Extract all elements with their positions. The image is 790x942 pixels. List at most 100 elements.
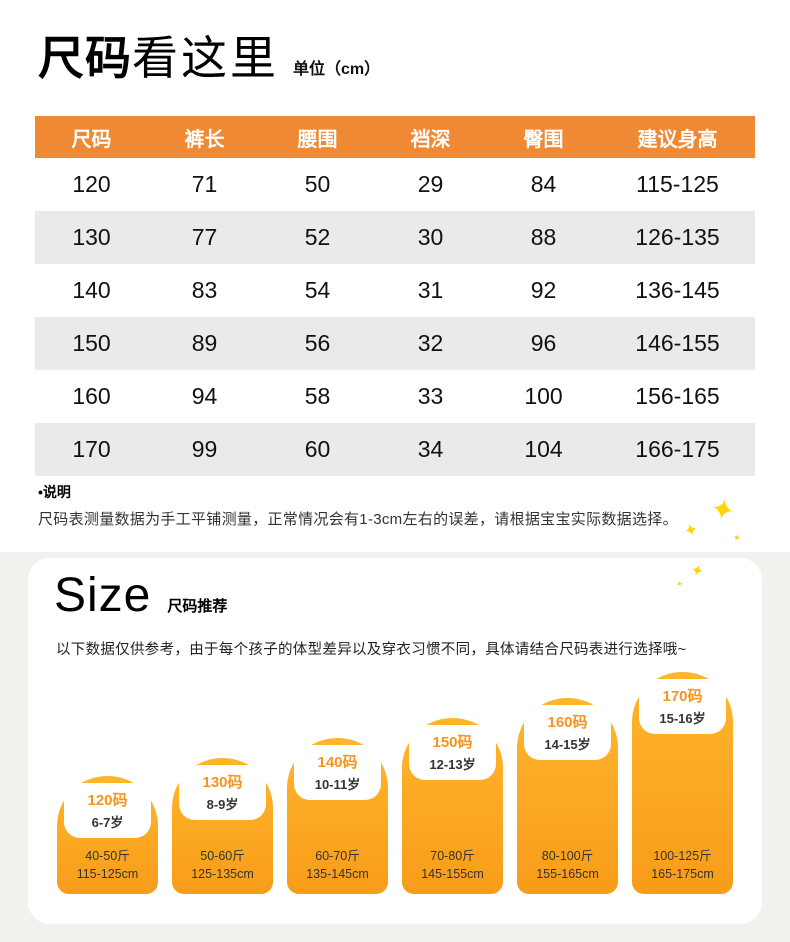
capsule-range: 70-80斤 145-155cm (402, 847, 503, 883)
table-cell: 160 (72, 383, 111, 409)
capsule-size-label: 130码 (202, 774, 243, 791)
table-cell: 58 (304, 383, 331, 409)
size-recommend-section: Size 尺码推荐 以下数据仅供参考，由于每个孩子的体型差异以及穿衣习惯不同，具… (0, 552, 790, 942)
size-table: 尺码 裤长 腰围 裆深 臀围 建议身高 120 71 50 29 84 115-… (35, 116, 755, 476)
table-cell: 126-135 (600, 211, 755, 264)
capsule-label: 150码 12-13岁 (409, 725, 496, 780)
capsule-size-label: 170码 (662, 688, 703, 705)
capsule-size-label: 160码 (547, 714, 588, 731)
capsule-height: 165-175cm (651, 866, 714, 881)
table-cell: 84 (530, 171, 557, 197)
table-cell: 34 (374, 423, 487, 476)
table-cell: 60 (261, 423, 374, 476)
size-capsule-160: 160码 14-15岁 80-100斤 155-165cm (517, 698, 618, 894)
capsule-height: 135-145cm (306, 866, 369, 881)
capsule-label: 120码 6-7岁 (64, 783, 151, 838)
table-cell: 83 (191, 277, 218, 303)
column-header: 尺码 (35, 116, 148, 158)
table-cell: 96 (487, 317, 600, 370)
table-cell: 130 (35, 211, 148, 264)
sparkle-icon: ✦ ✦ ✦ (681, 491, 743, 546)
table-cell: 99 (148, 423, 261, 476)
table-cell: 56 (261, 317, 374, 370)
table-cell: 140 (72, 277, 111, 303)
note-label: •说明 (38, 484, 71, 500)
table-cell: 150 (35, 317, 148, 370)
column-header: 腰围 (261, 116, 374, 158)
page-title: 尺码 看这里 单位（cm） (38, 22, 380, 88)
recommend-subtitle: 尺码推荐 (167, 598, 228, 615)
capsule-age-label: 12-13岁 (429, 757, 476, 772)
recommend-description: 以下数据仅供参考，由于每个孩子的体型差异以及穿衣习惯不同，具体请结合尺码表进行选… (56, 642, 687, 658)
table-cell: 104 (487, 423, 600, 476)
table-row: 140 83 54 31 92 136-145 (35, 264, 755, 317)
capsule-size-label: 150码 (432, 734, 473, 751)
capsule-range: 60-70斤 135-145cm (287, 847, 388, 883)
table-cell: 32 (374, 317, 487, 370)
capsule-weight: 80-100斤 (541, 848, 594, 863)
table-cell: 156-165 (635, 383, 720, 409)
capsule-range: 80-100斤 155-165cm (517, 847, 618, 883)
size-capsule-170: 170码 15-16岁 100-125斤 165-175cm (632, 672, 733, 894)
table-row: 170 99 60 34 104 166-175 (35, 423, 755, 476)
size-capsule-120: 120码 6-7岁 40-50斤 115-125cm (57, 776, 158, 894)
column-header: 建议身高 (600, 116, 755, 158)
table-row: 160 94 58 33 100 156-165 (35, 370, 755, 423)
capsule-range: 50-60斤 125-135cm (172, 847, 273, 883)
size-capsule-140: 140码 10-11岁 60-70斤 135-145cm (287, 738, 388, 894)
table-cell: 89 (148, 317, 261, 370)
table-cell: 30 (374, 211, 487, 264)
column-header: 裆深 (374, 116, 487, 158)
table-cell: 71 (191, 171, 218, 197)
capsule-weight: 50-60斤 (200, 848, 245, 863)
title-rest: 看这里 (132, 32, 279, 84)
capsule-label: 160码 14-15岁 (524, 705, 611, 760)
capsule-label: 130码 8-9岁 (179, 765, 266, 820)
capsule-label: 170码 15-16岁 (639, 679, 726, 734)
capsule-weight: 60-70斤 (315, 848, 360, 863)
recommend-card: Size 尺码推荐 以下数据仅供参考，由于每个孩子的体型差异以及穿衣习惯不同，具… (28, 558, 762, 924)
note: •说明 尺码表测量数据为手工平铺测量，正常情况会有1-3cm左右的误差，请根据宝… (38, 482, 688, 529)
table-cell: 77 (148, 211, 261, 264)
table-cell: 146-155 (600, 317, 755, 370)
table-cell: 33 (417, 383, 444, 409)
table-cell: 136-145 (635, 277, 720, 303)
capsule-weight: 70-80斤 (430, 848, 475, 863)
table-cell: 100 (524, 383, 563, 409)
table-cell: 52 (261, 211, 374, 264)
column-header: 臀围 (487, 116, 600, 158)
capsule-height: 115-125cm (76, 866, 139, 881)
capsule-size-label: 140码 (317, 754, 358, 771)
table-cell: 29 (417, 171, 444, 197)
capsule-range: 40-50斤 115-125cm (57, 847, 158, 883)
table-cell: 50 (304, 171, 331, 197)
table-cell: 92 (530, 277, 557, 303)
unit-label: 单位（cm） (293, 61, 381, 78)
table-cell: 31 (417, 277, 444, 303)
capsule-label: 140码 10-11岁 (294, 745, 381, 800)
size-capsule-130: 130码 8-9岁 50-60斤 125-135cm (172, 758, 273, 894)
capsule-row: 120码 6-7岁 40-50斤 115-125cm 130码 8-9岁 50-… (48, 672, 742, 894)
table-cell: 54 (304, 277, 331, 303)
table-cell: 88 (487, 211, 600, 264)
table-row: 150 89 56 32 96 146-155 (35, 317, 755, 370)
size-capsule-150: 150码 12-13岁 70-80斤 145-155cm (402, 718, 503, 894)
note-text: 尺码表测量数据为手工平铺测量，正常情况会有1-3cm左右的误差，请根据宝宝实际数… (38, 511, 678, 528)
table-row: 130 77 52 30 88 126-135 (35, 211, 755, 264)
capsule-age-label: 15-16岁 (659, 711, 706, 726)
capsule-age-label: 10-11岁 (314, 777, 361, 792)
capsule-age-label: 14-15岁 (544, 737, 591, 752)
recommend-header: Size 尺码推荐 (54, 568, 227, 623)
capsule-size-label: 120码 (87, 792, 128, 809)
column-header: 裤长 (148, 116, 261, 158)
table-cell: 170 (35, 423, 148, 476)
table-cell: 166-175 (600, 423, 755, 476)
capsule-age-label: 6-7岁 (91, 815, 124, 830)
capsule-weight: 100-125斤 (653, 848, 712, 863)
table-cell: 115-125 (636, 171, 719, 197)
title-strong: 尺码 (38, 32, 132, 84)
capsule-weight: 40-50斤 (85, 848, 130, 863)
capsule-age-label: 8-9岁 (206, 797, 239, 812)
table-header-row: 尺码 裤长 腰围 裆深 臀围 建议身高 (35, 116, 755, 158)
